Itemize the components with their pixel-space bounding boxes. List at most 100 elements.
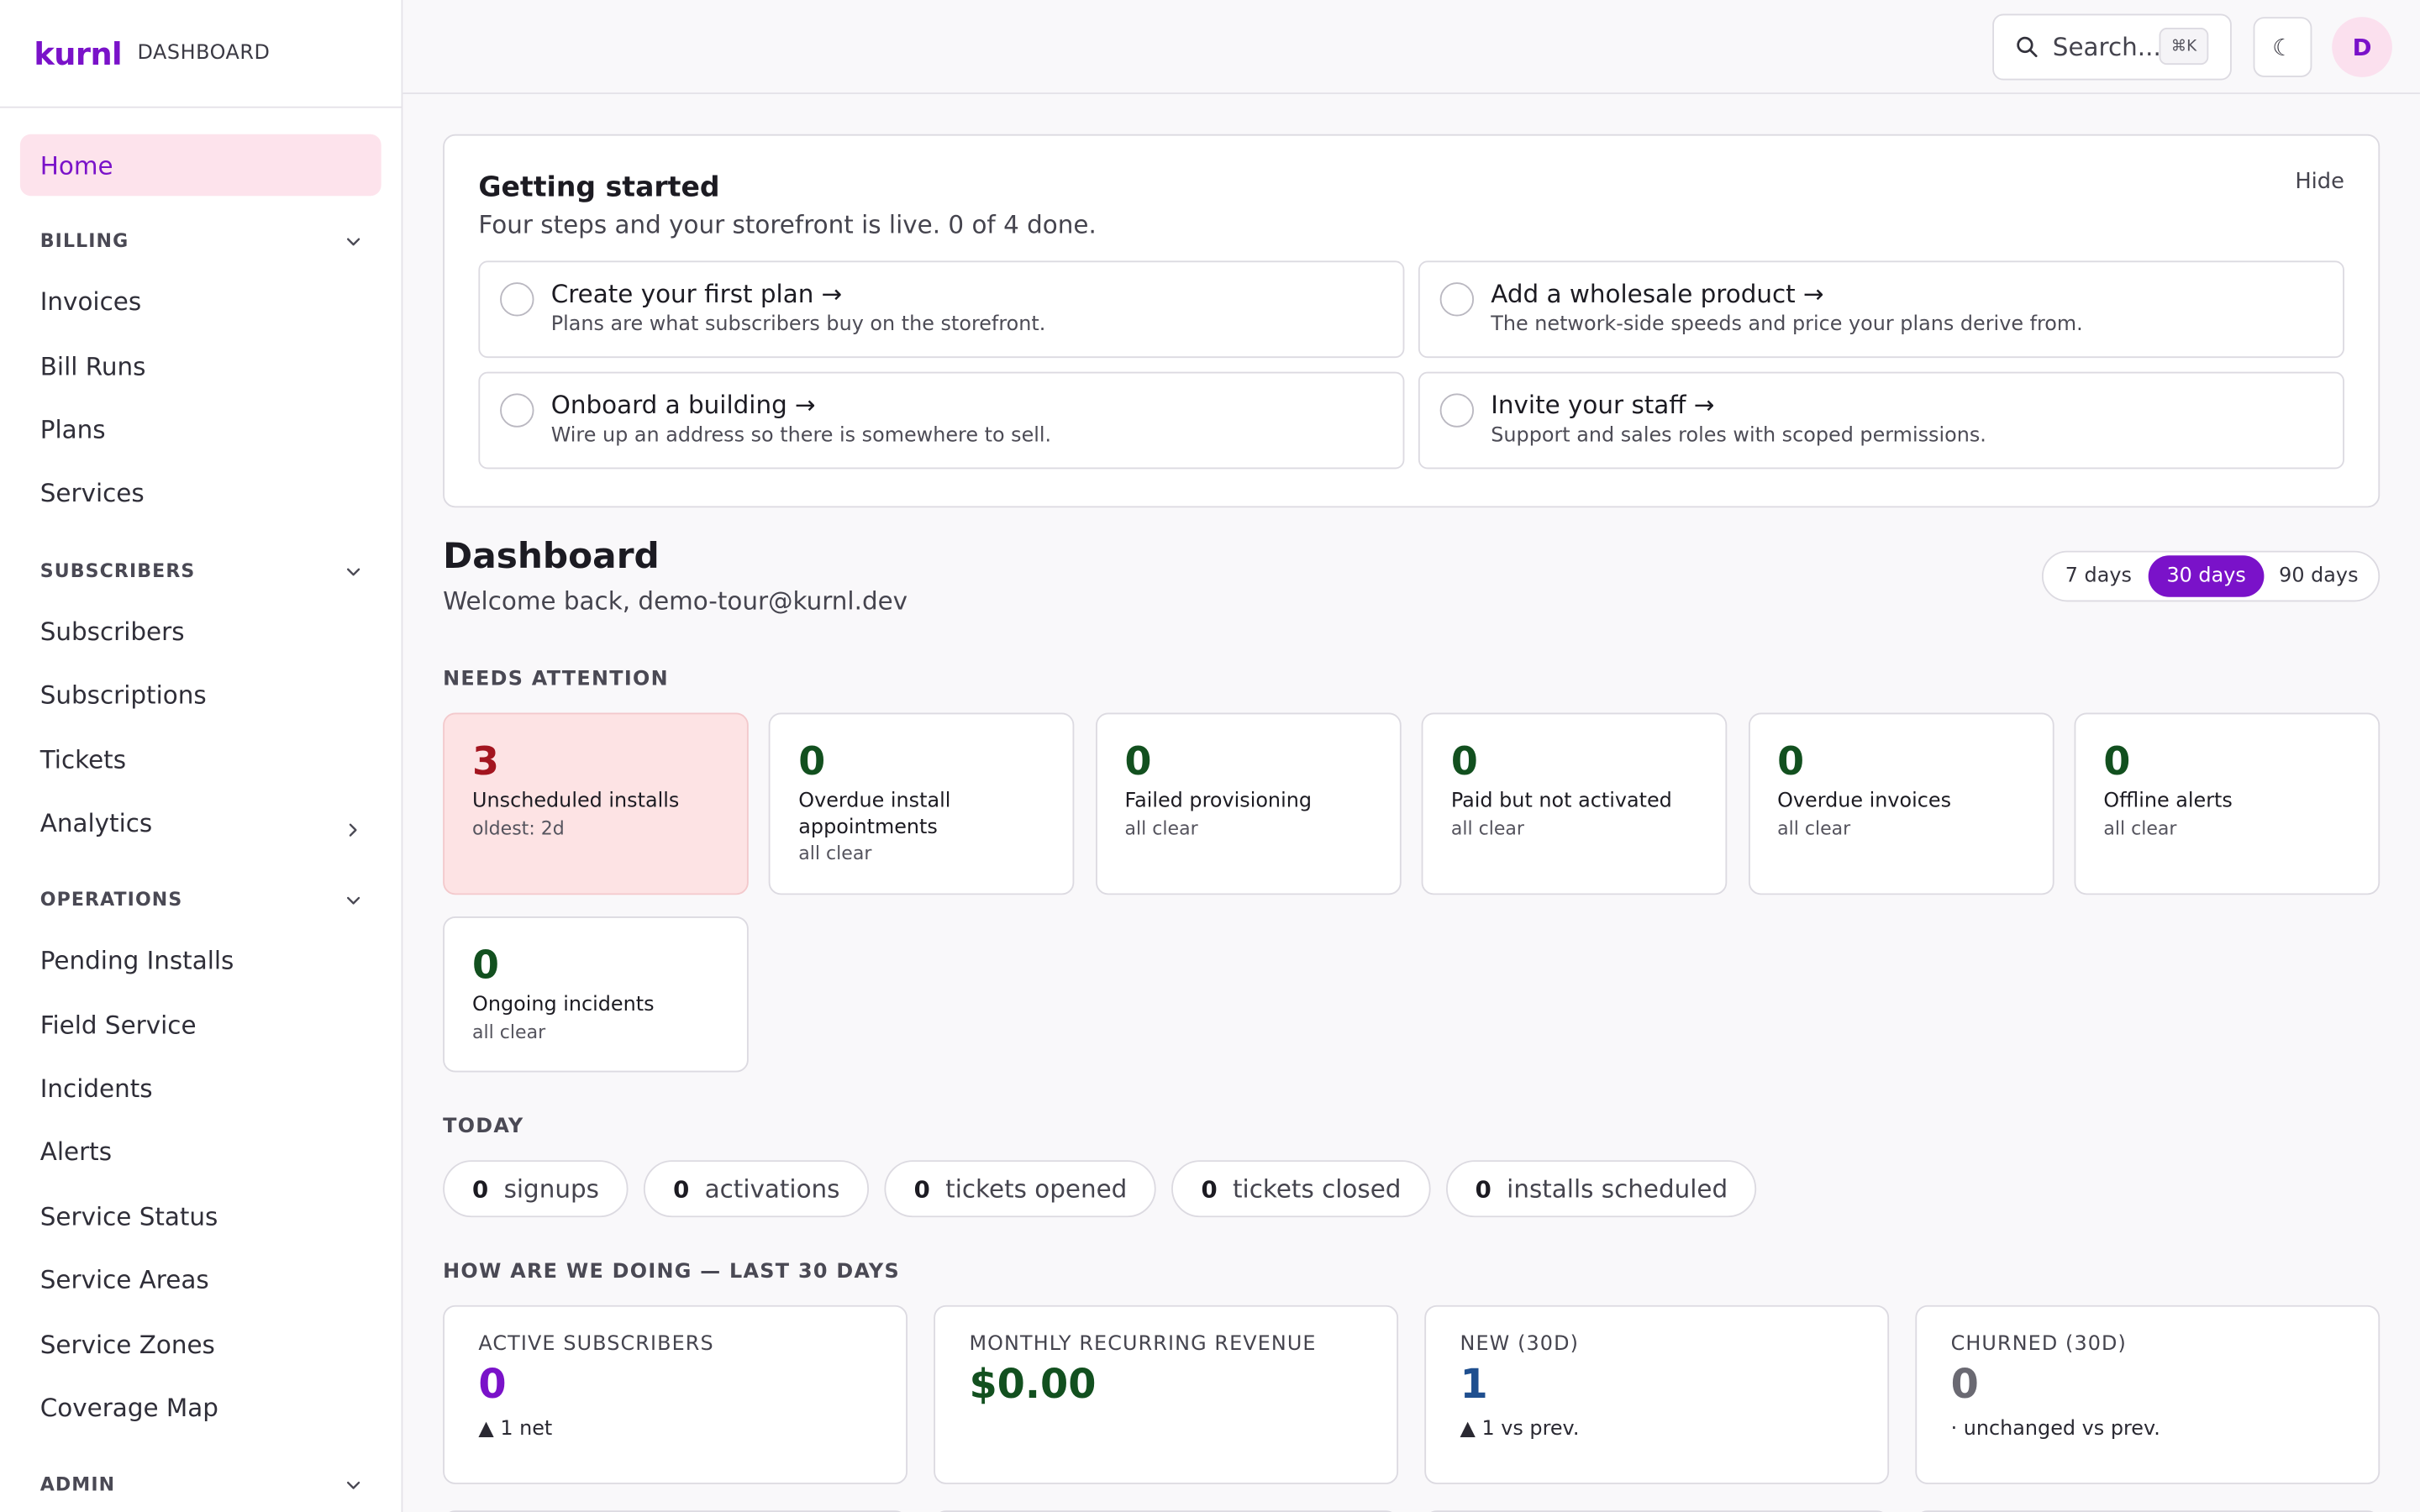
attention-label: Overdue invoices (1777, 790, 1952, 813)
today-stat-pill[interactable]: 0 tickets opened (884, 1160, 1157, 1218)
step-description: Support and sales roles with scoped perm… (1491, 424, 1986, 448)
sidebar-section-subscribers[interactable]: SUBSCRIBERS (20, 554, 381, 585)
sidebar-item-plans[interactable]: Plans (20, 397, 381, 461)
welcome-text: Welcome back, demo-tour@kurnl.dev (443, 585, 908, 616)
sidebar-item-label: Incidents (39, 1074, 153, 1104)
sidebar-nav: Home BILLING Invoices Bill Runs Plans Servic… (0, 108, 402, 1500)
attention-card[interactable]: 0 Overdue invoices all clear (1748, 712, 2054, 895)
sidebar-item-label: Invoices (39, 286, 142, 317)
kpi-card[interactable]: MONTHLY RECURRING REVENUE $0.00 (934, 1305, 1399, 1484)
kpi-card[interactable]: ACTIVE SUBSCRIBERS 0 ▲ 1 net (443, 1305, 908, 1484)
search-icon (2017, 36, 2038, 58)
kpi-label: ACTIVE SUBSCRIBERS (478, 1332, 714, 1357)
kpi-value: 0 (1950, 1362, 1979, 1409)
attention-card[interactable]: 0 Offline alerts all clear (2074, 712, 2381, 895)
needs-attention-grid: 3 Unscheduled installs oldest: 2d 0 Overdue … (443, 712, 2381, 1073)
attention-status: oldest: 2d (472, 816, 565, 839)
sidebar-item-alerts[interactable]: Alerts (20, 1121, 381, 1184)
sidebar-item-label: Bill Runs (39, 350, 146, 381)
today-stat-label: activations (704, 1173, 840, 1204)
hide-button[interactable]: Hide (2295, 170, 2344, 195)
getting-started-step[interactable]: Add a wholesale product → The network-sid… (1418, 260, 2344, 359)
sidebar-item-incidents[interactable]: Incidents (20, 1057, 381, 1121)
range-selector: 7 days 30 days 90 days (2041, 550, 2381, 602)
sidebar-item-label: Tickets (39, 744, 127, 774)
attention-label: Unscheduled installs (472, 790, 680, 813)
sidebar-item-pending-installs[interactable]: Pending Installs (20, 929, 381, 993)
today-stat-count: 0 (1201, 1174, 1218, 1203)
today-stats: 0 signups 0 activations 0 tickets opened 0 tick… (443, 1160, 2380, 1218)
sidebar-item-label: Subscribers (39, 617, 185, 647)
sidebar-item-label: Pending Installs (39, 946, 234, 976)
sidebar-item-bill-runs[interactable]: Bill Runs (20, 333, 381, 397)
kpi-value: $0.00 (969, 1362, 1097, 1409)
kpi-change: ▲ 1 vs prev. (1460, 1417, 1580, 1441)
getting-started-step[interactable]: Onboard a building → Wire up an address s… (478, 371, 1405, 470)
getting-started-step[interactable]: Create your first plan → Plans are what s… (478, 260, 1405, 359)
getting-started-card: Getting started Four steps and your stor… (443, 134, 2381, 508)
step-checkbox[interactable] (1439, 393, 1475, 428)
attention-card[interactable]: 0 Overdue install appointments all clear (769, 712, 1076, 895)
sidebar-section-title: ADMIN (39, 1473, 116, 1496)
range-option-30-days[interactable]: 30 days (2149, 555, 2264, 597)
sidebar-item-subscriptions[interactable]: Subscriptions (20, 664, 381, 727)
kpi-card[interactable]: NEW (30D) 1 ▲ 1 vs prev. (1424, 1305, 1890, 1484)
sidebar-section-admin[interactable]: ADMIN (20, 1469, 381, 1500)
kpi-card[interactable]: CHURNED (30D) 0 · unchanged vs prev. (1915, 1305, 2381, 1484)
attention-status: all clear (1450, 816, 1524, 839)
step-description: Wire up an address so there is somewhere… (550, 424, 1052, 448)
attention-status: all clear (1124, 816, 1198, 839)
today-stat-pill[interactable]: 0 activations (644, 1160, 870, 1218)
sidebar-item-coverage-map[interactable]: Coverage Map (20, 1376, 381, 1440)
attention-count: 0 (472, 942, 500, 988)
sidebar-item-subscribers[interactable]: Subscribers (20, 600, 381, 664)
today-stat-pill[interactable]: 0 installs scheduled (1445, 1160, 1758, 1218)
kpi-value: 0 (478, 1362, 507, 1409)
sidebar-section-operations[interactable]: OPERATIONS (20, 885, 381, 916)
today-stat-count: 0 (673, 1174, 690, 1203)
getting-started-step[interactable]: Invite your staff → Support and sales rol… (1418, 371, 2344, 470)
attention-card[interactable]: 0 Paid but not activated all clear (1421, 712, 1728, 895)
search-placeholder: Search... (2052, 32, 2161, 62)
range-option-90-days[interactable]: 90 days (2279, 564, 2359, 588)
today-label: TODAY (443, 1115, 524, 1139)
sidebar-item-label: Analytics (39, 808, 153, 838)
dashboard-header: Dashboard Welcome back, demo-tour@kurnl.… (443, 537, 2381, 629)
sidebar-item-tickets[interactable]: Tickets (20, 727, 381, 791)
kpi-grid: ACTIVE SUBSCRIBERS 0 ▲ 1 net MONTHLY RECURR… (443, 1305, 2381, 1484)
chevron-down-icon (345, 1477, 360, 1492)
attention-card[interactable]: 0 Failed provisioning all clear (1095, 712, 1402, 895)
sidebar-item-analytics[interactable]: Analytics (20, 791, 381, 855)
sidebar-section-billing[interactable]: BILLING (20, 225, 381, 256)
attention-status: all clear (798, 842, 872, 864)
range-option-7-days[interactable]: 7 days (2065, 564, 2132, 588)
sidebar-item-field-service[interactable]: Field Service (20, 993, 381, 1057)
today-stat-pill[interactable]: 0 signups (443, 1160, 629, 1218)
getting-started-subtitle: Four steps and your storefront is live. … (478, 209, 1097, 239)
step-checkbox[interactable] (1439, 282, 1475, 317)
sidebar-item-service-zones[interactable]: Service Zones (20, 1312, 381, 1376)
step-checkbox[interactable] (500, 393, 534, 428)
theme-toggle-button[interactable]: ☾ (2253, 17, 2312, 77)
avatar[interactable]: D (2332, 17, 2392, 77)
search-button[interactable]: Search... ⌘K (1992, 13, 2232, 81)
today-stat-label: signups (503, 1173, 599, 1204)
sidebar-item-service-areas[interactable]: Service Areas (20, 1248, 381, 1312)
attention-status: all clear (2103, 816, 2177, 839)
sidebar-item-invoices[interactable]: Invoices (20, 270, 381, 333)
sidebar-item-services[interactable]: Services (20, 461, 381, 525)
today-stat-pill[interactable]: 0 tickets closed (1171, 1160, 1431, 1218)
sidebar-item-home[interactable]: Home (19, 134, 381, 197)
attention-card[interactable]: 3 Unscheduled installs oldest: 2d (443, 712, 749, 895)
step-title: Add a wholesale product → (1491, 279, 1824, 309)
main-content: Getting started Four steps and your stor… (443, 134, 2381, 1512)
sidebar-item-label: Plans (39, 415, 106, 444)
sidebar-item-service-status[interactable]: Service Status (20, 1184, 381, 1248)
step-checkbox[interactable] (500, 282, 534, 317)
moon-icon: ☾ (2272, 33, 2293, 61)
brand-logo[interactable]: kurnl (34, 34, 123, 72)
attention-card[interactable]: 0 Ongoing incidents all clear (443, 916, 749, 1073)
sidebar-section-title: OPERATIONS (39, 889, 183, 911)
attention-label: Failed provisioning (1124, 790, 1312, 813)
brand[interactable]: kurnl DASHBOARD (0, 0, 402, 108)
